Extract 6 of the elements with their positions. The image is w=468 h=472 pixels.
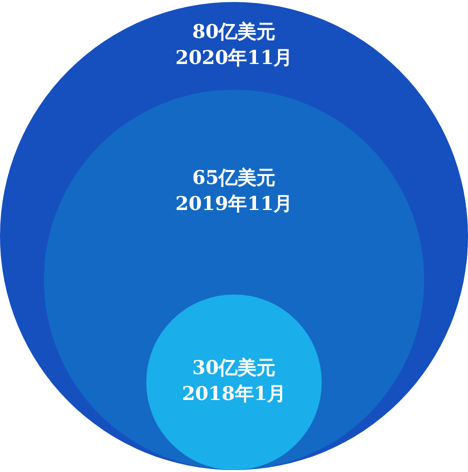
data-label: 30亿美元 [192,357,276,380]
category-label: 2019年11月 [175,193,293,216]
category-label: 2020年11月 [175,46,293,69]
data-label: 65亿美元 [192,167,276,190]
data-label: 80亿美元 [192,20,276,43]
category-label: 2018年1月 [182,383,286,406]
